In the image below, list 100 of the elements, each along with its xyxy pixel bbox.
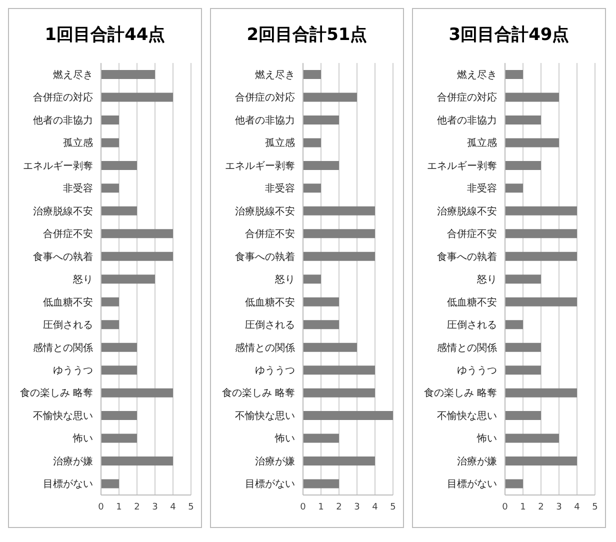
x-tick-label: 3 — [152, 502, 158, 512]
bar — [303, 206, 375, 216]
y-tick-label: 非受容 — [63, 182, 93, 195]
y-tick-label: 孤立感 — [265, 137, 295, 150]
bar — [101, 411, 137, 420]
bar — [101, 274, 155, 284]
bar — [303, 388, 375, 398]
x-tick-label: 1 — [116, 502, 122, 512]
bar — [505, 206, 577, 216]
y-tick-label: 合併症の対応 — [33, 92, 93, 104]
bar — [505, 160, 541, 170]
y-tick-label: エネルギー剥奪 — [23, 160, 93, 172]
y-tick-label: 治療が嫌 — [53, 455, 93, 468]
bar — [101, 184, 119, 193]
y-tick-label: 怖い — [274, 432, 295, 445]
bar — [101, 479, 119, 488]
bar — [505, 342, 541, 352]
bar — [101, 92, 173, 102]
bar — [303, 92, 357, 102]
y-tick-label: 目標がない — [447, 478, 497, 490]
bar — [505, 434, 559, 443]
bar — [505, 320, 523, 330]
y-tick-label: 目標がない — [43, 478, 93, 490]
y-tick-label: 怒り — [274, 274, 295, 286]
bar — [505, 297, 577, 306]
y-tick-label: ゆううつ — [457, 365, 497, 376]
bar — [303, 274, 321, 284]
y-tick-label: 低血糖不安 — [245, 296, 295, 308]
bar — [303, 411, 393, 420]
y-tick-label: 圧倒される — [245, 320, 295, 332]
chart-title: 3回目合計49点 — [448, 24, 570, 47]
chart-title: 1回目合計44点 — [44, 24, 166, 47]
y-tick-label: 孤立感 — [63, 137, 93, 150]
bar — [303, 479, 339, 488]
y-tick-label: 他者の非協力 — [33, 114, 93, 126]
y-tick-label: 低血糖不安 — [447, 296, 497, 308]
x-tick-label: 2 — [336, 502, 342, 512]
y-tick-label: 怒り — [476, 274, 497, 286]
bar — [505, 274, 541, 284]
x-tick-label: 3 — [556, 502, 562, 512]
bar — [101, 388, 173, 398]
x-tick-label: 1 — [318, 502, 324, 512]
bar — [101, 229, 173, 238]
bar — [505, 229, 577, 238]
x-tick-label: 0 — [98, 502, 104, 512]
bar — [505, 252, 577, 261]
bar — [505, 388, 577, 398]
y-tick-label: 燃え尽き — [255, 68, 295, 81]
y-tick-label: 燃え尽き — [53, 68, 93, 81]
bar — [505, 138, 559, 148]
y-tick-label: 感情との関係 — [437, 342, 497, 354]
x-tick-label: 0 — [502, 502, 508, 512]
y-tick-label: 治療脱線不安 — [437, 205, 497, 218]
bar — [101, 160, 137, 170]
y-tick-label: ゆううつ — [53, 365, 93, 376]
bar — [101, 115, 119, 124]
bar — [303, 320, 339, 330]
y-tick-label: 不愉快な思い — [437, 410, 497, 422]
bar — [303, 70, 321, 79]
bar — [101, 297, 119, 306]
bar — [101, 434, 137, 443]
chart-title: 2回目合計51点 — [246, 24, 368, 47]
bar — [303, 297, 339, 306]
bar — [303, 434, 339, 443]
y-tick-label: エネルギー剥奪 — [225, 160, 295, 172]
bar — [303, 456, 375, 466]
x-tick-label: 5 — [390, 502, 396, 512]
bar — [505, 115, 541, 124]
y-tick-label: 不愉快な思い — [33, 410, 93, 422]
bar — [303, 160, 339, 170]
y-tick-label: 感情との関係 — [235, 342, 295, 354]
y-tick-label: 怒り — [72, 274, 93, 286]
x-tick-label: 2 — [134, 502, 140, 512]
y-tick-label: 他者の非協力 — [235, 114, 295, 126]
x-tick-label: 4 — [574, 502, 580, 512]
bar — [505, 411, 541, 420]
y-tick-label: 怖い — [476, 432, 497, 445]
x-tick-label: 2 — [538, 502, 544, 512]
y-tick-label: 非受容 — [467, 182, 497, 195]
y-tick-label: 圧倒される — [43, 320, 93, 332]
y-tick-label: 燃え尽き — [457, 68, 497, 81]
y-tick-label: 食事への執着 — [235, 250, 295, 263]
bar — [303, 342, 357, 352]
y-tick-label: 低血糖不安 — [43, 296, 93, 308]
bar — [101, 456, 173, 466]
y-tick-label: 食事への執着 — [33, 250, 93, 263]
bar — [303, 184, 321, 193]
y-tick-label: ゆううつ — [255, 365, 295, 376]
y-tick-label: 不愉快な思い — [235, 410, 295, 422]
x-tick-label: 4 — [372, 502, 378, 512]
y-tick-label: 怖い — [72, 432, 93, 445]
y-tick-label: 孤立感 — [467, 137, 497, 150]
y-tick-label: 食の楽しみ 略奪 — [424, 387, 497, 400]
y-tick-label: 合併症の対応 — [437, 92, 497, 104]
x-tick-label: 5 — [592, 502, 598, 512]
y-tick-label: 食の楽しみ 略奪 — [20, 387, 93, 400]
bar — [505, 366, 541, 375]
y-tick-label: 合併症不安 — [43, 228, 93, 240]
y-tick-label: エネルギー剥奪 — [427, 160, 497, 172]
y-tick-label: 治療が嫌 — [255, 455, 295, 468]
